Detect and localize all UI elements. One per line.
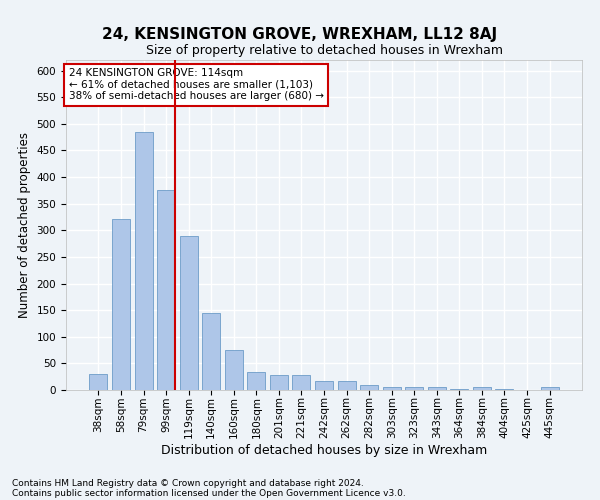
Bar [89, 374, 107, 390]
Bar [292, 375, 310, 390]
Bar [338, 382, 356, 390]
X-axis label: Distribution of detached houses by size in Wrexham: Distribution of detached houses by size … [161, 444, 487, 457]
Bar [134, 132, 152, 390]
Bar [405, 388, 423, 390]
Bar [225, 350, 243, 390]
Bar [112, 218, 130, 390]
Bar [157, 190, 175, 390]
Bar [179, 236, 198, 390]
Bar [270, 374, 288, 390]
Y-axis label: Number of detached properties: Number of detached properties [18, 132, 31, 318]
Bar [428, 388, 446, 390]
Bar [541, 388, 559, 390]
Bar [247, 372, 265, 390]
Text: Contains public sector information licensed under the Open Government Licence v3: Contains public sector information licen… [12, 488, 406, 498]
Bar [383, 387, 401, 390]
Bar [202, 313, 220, 390]
Title: Size of property relative to detached houses in Wrexham: Size of property relative to detached ho… [146, 44, 503, 58]
Text: Contains HM Land Registry data © Crown copyright and database right 2024.: Contains HM Land Registry data © Crown c… [12, 478, 364, 488]
Text: 24, KENSINGTON GROVE, WREXHAM, LL12 8AJ: 24, KENSINGTON GROVE, WREXHAM, LL12 8AJ [103, 28, 497, 42]
Bar [473, 388, 491, 390]
Text: 24 KENSINGTON GROVE: 114sqm
← 61% of detached houses are smaller (1,103)
38% of : 24 KENSINGTON GROVE: 114sqm ← 61% of det… [68, 68, 323, 102]
Bar [360, 385, 378, 390]
Bar [315, 382, 333, 390]
